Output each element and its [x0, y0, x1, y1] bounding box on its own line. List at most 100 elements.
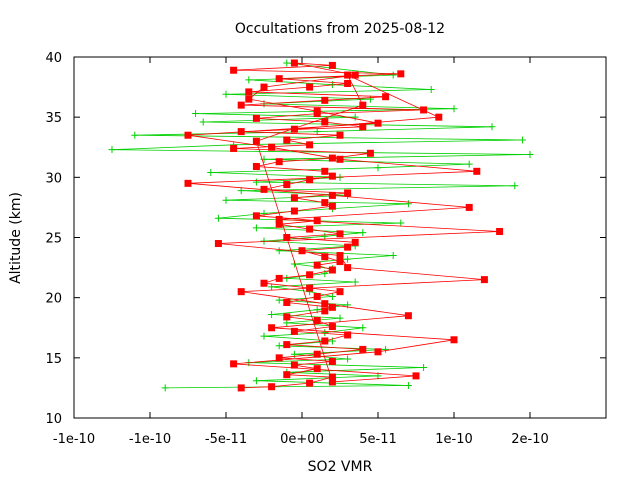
- data-point-square: [336, 131, 344, 139]
- data-point-square: [260, 83, 268, 91]
- data-point-square: [214, 240, 222, 248]
- y-tick-label: 10: [45, 412, 62, 427]
- data-point-square: [321, 118, 329, 126]
- data-point-plus: [351, 278, 359, 286]
- data-point-square: [336, 155, 344, 163]
- data-point-square: [336, 288, 344, 296]
- x-tick-label: -1e-10: [129, 432, 171, 447]
- data-point-square: [306, 225, 314, 233]
- data-point-square: [184, 131, 192, 139]
- data-point-square: [230, 66, 238, 74]
- data-point-square: [275, 158, 283, 166]
- data-point-square: [366, 149, 374, 157]
- data-point-plus: [222, 90, 230, 98]
- data-point-square: [496, 227, 504, 235]
- data-point-plus: [268, 311, 276, 319]
- data-point-square: [420, 106, 428, 114]
- data-point-square: [283, 181, 291, 189]
- data-point-square: [321, 307, 329, 315]
- data-point-square: [290, 207, 298, 215]
- data-point-plus: [268, 283, 276, 291]
- data-point-plus: [199, 118, 207, 126]
- data-point-square: [268, 383, 276, 391]
- data-point-square: [328, 202, 336, 210]
- data-point-square: [328, 303, 336, 311]
- data-point-plus: [526, 150, 534, 158]
- data-point-square: [328, 191, 336, 199]
- data-point-square: [321, 253, 329, 261]
- data-point-square: [306, 379, 314, 387]
- data-point-plus: [366, 95, 374, 103]
- data-point-plus: [283, 319, 291, 327]
- data-point-square: [260, 185, 268, 193]
- data-point-square: [283, 371, 291, 379]
- data-point-square: [344, 264, 352, 272]
- data-point-plus: [465, 160, 473, 168]
- data-point-plus: [313, 128, 321, 136]
- data-point-square: [374, 348, 382, 356]
- x-tick-label: 1e-10: [435, 432, 473, 447]
- data-point-square: [473, 167, 481, 175]
- data-point-square: [351, 71, 359, 79]
- data-point-square: [321, 167, 329, 175]
- data-point-square: [306, 176, 314, 184]
- data-point-plus: [359, 229, 367, 237]
- data-point-plus: [427, 85, 435, 93]
- data-point-plus: [161, 384, 169, 392]
- data-point-square: [260, 279, 268, 287]
- data-point-plus: [192, 110, 200, 118]
- chart-title: Occultations from 2025-08-12: [235, 21, 445, 37]
- data-point-square: [397, 70, 405, 78]
- data-point-square: [230, 144, 238, 152]
- axis-ticks: -1e-10 -1e-10 -5e-11 0e+00 5e-11 1e-10 2e-10 10…: [45, 51, 606, 447]
- data-point-plus: [283, 274, 291, 282]
- data-point-plus: [404, 382, 412, 390]
- data-point-square: [404, 312, 412, 320]
- data-point-square: [328, 373, 336, 381]
- data-point-square: [313, 217, 321, 225]
- data-point-square: [328, 61, 336, 69]
- data-point-plus: [450, 105, 458, 113]
- data-point-square: [252, 212, 260, 220]
- data-point-square: [290, 194, 298, 202]
- data-point-square: [230, 360, 238, 368]
- data-point-square: [306, 83, 314, 91]
- data-point-square: [359, 345, 367, 353]
- x-tick-label: -1e-10: [53, 432, 95, 447]
- x-tick-label: 0e+00: [280, 432, 324, 447]
- data-point-plus: [420, 363, 428, 371]
- y-tick-label: 35: [45, 111, 62, 126]
- data-point-square: [283, 298, 291, 306]
- data-point-plus: [397, 219, 405, 227]
- data-point-square: [328, 266, 336, 274]
- data-point-square: [252, 163, 260, 171]
- data-point-square: [321, 337, 329, 345]
- x-tick-label: 2e-10: [511, 432, 549, 447]
- data-point-square: [237, 101, 245, 109]
- y-tick-label: 20: [45, 292, 62, 307]
- data-point-square: [328, 172, 336, 180]
- data-point-plus: [245, 76, 253, 84]
- data-point-square: [245, 95, 253, 103]
- data-point-plus: [252, 178, 260, 186]
- x-tick-label: 5e-11: [359, 432, 397, 447]
- data-point-square: [435, 113, 443, 121]
- data-point-plus: [344, 255, 352, 263]
- data-point-square: [290, 59, 298, 67]
- data-point-square: [268, 324, 276, 332]
- data-point-square: [465, 203, 473, 211]
- data-point-square: [336, 252, 344, 260]
- data-point-square: [283, 341, 291, 349]
- data-point-square: [290, 125, 298, 133]
- data-point-square: [344, 71, 352, 79]
- data-point-square: [275, 354, 283, 362]
- data-point-square: [290, 327, 298, 335]
- data-point-plus: [214, 214, 222, 222]
- data-point-square: [328, 378, 336, 386]
- data-point-square: [321, 300, 329, 308]
- data-point-square: [344, 79, 352, 87]
- data-point-plus: [518, 136, 526, 144]
- data-point-square: [313, 107, 321, 115]
- data-point-square: [283, 136, 291, 144]
